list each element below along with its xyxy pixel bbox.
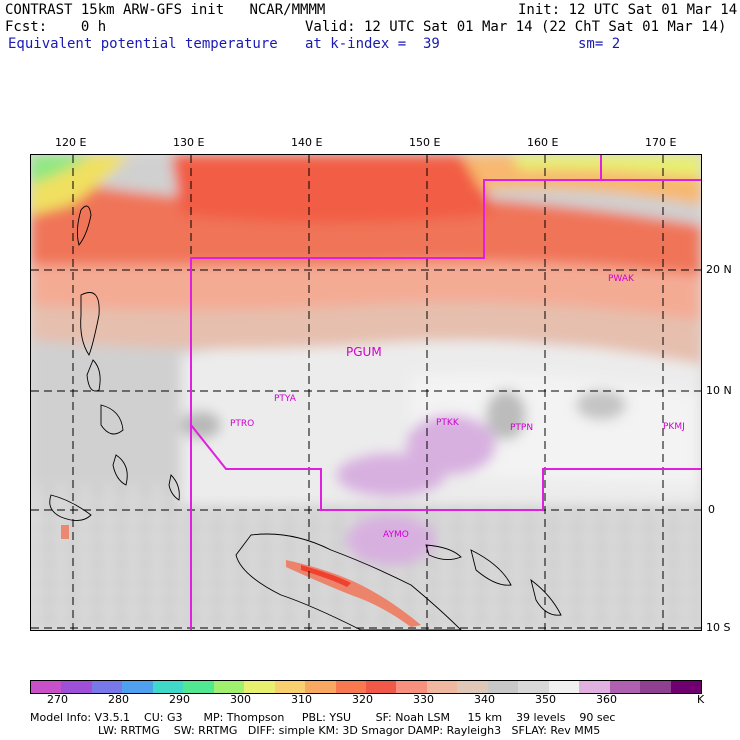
lat-tick-label: 0 <box>708 503 715 516</box>
smoothing-info: sm= 2 <box>578 36 621 52</box>
colorbar-label: 360 <box>596 693 617 706</box>
map-panel <box>30 154 702 631</box>
model-info-line2: LW: RRTMG SW: RRTMG DIFF: simple KM: 3D … <box>98 724 601 737</box>
lon-tick-label: 140 E <box>291 136 323 149</box>
colorbar-swatch <box>426 681 458 693</box>
colorbar-swatch <box>122 681 153 693</box>
colorbar-swatch <box>335 681 366 693</box>
colorbar-swatch <box>579 681 610 693</box>
eez-boundary <box>190 155 701 630</box>
model-info-line1: Model Info: V3.5.1 CU: G3 MP: Thompson P… <box>30 711 616 724</box>
colorbar <box>30 680 702 694</box>
station-wake: PWAK <box>608 274 634 284</box>
station-momote: AYMO <box>383 530 409 540</box>
lon-tick-label: 150 E <box>409 136 441 149</box>
colorbar-swatch <box>609 681 641 693</box>
map-svg <box>31 155 701 630</box>
lon-tick-label: 120 E <box>55 136 87 149</box>
station-pohnpei: PTPN <box>510 423 534 433</box>
lat-tick-label: 10 S <box>706 621 731 634</box>
colorbar-swatch <box>213 681 245 693</box>
init-time: Init: 12 UTC Sat 01 Mar 14 <box>518 2 738 18</box>
colorbar-label: 290 <box>169 693 190 706</box>
colorbar-swatch <box>305 681 336 693</box>
colorbar-swatch <box>670 681 701 693</box>
colorbar-swatch <box>91 681 123 693</box>
colorbar-swatch <box>396 681 427 693</box>
level-info: at k-index = 39 <box>305 36 440 52</box>
lat-tick-label: 10 N <box>706 384 732 397</box>
colorbar-swatch <box>487 681 519 693</box>
model-title: CONTRAST 15km ARW-GFS init NCAR/MMMM <box>5 2 326 18</box>
colorbar-swatch <box>640 681 671 693</box>
colorbar-unit: K <box>697 693 705 706</box>
station-yap: PTYA <box>274 394 296 404</box>
station-guam: PGUM <box>346 345 382 359</box>
colorbar-label: 340 <box>474 693 495 706</box>
colorbar-label: 320 <box>352 693 373 706</box>
colorbar-label: 330 <box>413 693 434 706</box>
colorbar-swatch <box>518 681 549 693</box>
colorbar-label: 300 <box>230 693 251 706</box>
theta-e-shading <box>31 155 701 630</box>
lat-tick-label: 20 N <box>706 263 732 276</box>
colorbar-swatch <box>274 681 306 693</box>
colorbar-swatch <box>31 681 62 693</box>
coastlines <box>49 205 562 630</box>
colorbar-swatch <box>548 681 580 693</box>
valid-time: Valid: 12 UTC Sat 01 Mar 14 (22 ChT Sat … <box>305 19 727 35</box>
field-name: Equivalent potential temperature <box>8 36 278 52</box>
colorbar-swatch <box>152 681 184 693</box>
colorbar-label: 280 <box>108 693 129 706</box>
station-palau: PTRO <box>230 419 255 429</box>
colorbar-label: 270 <box>47 693 68 706</box>
lon-tick-label: 170 E <box>645 136 677 149</box>
lon-tick-label: 160 E <box>527 136 559 149</box>
colorbar-swatch <box>244 681 275 693</box>
station-chuuk: PTKK <box>436 418 459 428</box>
colorbar-swatch <box>457 681 488 693</box>
colorbar-label: 350 <box>535 693 556 706</box>
lon-tick-label: 130 E <box>173 136 205 149</box>
colorbar-swatch <box>365 681 397 693</box>
colorbar-swatch <box>61 681 92 693</box>
colorbar-swatch <box>183 681 214 693</box>
forecast-hour: Fcst: 0 h <box>5 19 107 35</box>
station-majuro: PKMJ <box>663 422 685 432</box>
colorbar-label: 310 <box>291 693 312 706</box>
